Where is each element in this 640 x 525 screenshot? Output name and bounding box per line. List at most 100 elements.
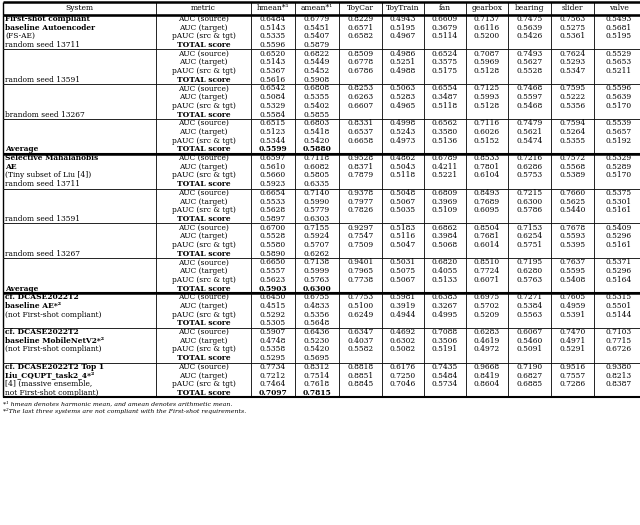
Text: 0.7547: 0.7547 (348, 233, 374, 240)
Text: 0.5460: 0.5460 (516, 337, 543, 345)
Text: 0.4998: 0.4998 (390, 119, 416, 127)
Text: 0.5501: 0.5501 (605, 302, 632, 310)
Text: 0.5243: 0.5243 (390, 128, 416, 136)
Text: gearbox: gearbox (472, 4, 502, 12)
Text: 0.5657: 0.5657 (605, 128, 632, 136)
Text: AUC (source): AUC (source) (178, 224, 229, 232)
Text: AUC (target): AUC (target) (179, 197, 228, 206)
Text: pAUC (src & tgt): pAUC (src & tgt) (172, 345, 236, 353)
Text: 0.7514: 0.7514 (304, 372, 330, 380)
Text: 0.5763: 0.5763 (304, 276, 330, 284)
Text: 0.5923: 0.5923 (260, 180, 286, 188)
Text: 0.6607: 0.6607 (348, 102, 374, 110)
Text: 0.5143: 0.5143 (260, 24, 286, 32)
Text: 0.5123: 0.5123 (260, 128, 286, 136)
Text: 0.5295: 0.5295 (260, 354, 286, 362)
Text: 0.5648: 0.5648 (304, 319, 330, 328)
Text: metric: metric (191, 4, 216, 12)
Text: 0.6597: 0.6597 (260, 154, 286, 162)
Text: AUC (source): AUC (source) (178, 363, 229, 371)
Text: 0.6383: 0.6383 (432, 293, 458, 301)
Text: AUC (source): AUC (source) (178, 15, 229, 23)
Text: 0.5315: 0.5315 (605, 293, 632, 301)
Text: 0.5702: 0.5702 (474, 302, 500, 310)
Text: 0.5183: 0.5183 (390, 224, 416, 232)
Text: AUC (source): AUC (source) (178, 328, 229, 336)
Text: TOTAL score: TOTAL score (177, 354, 230, 362)
Text: 0.4944: 0.4944 (390, 311, 416, 319)
Text: 0.6450: 0.6450 (260, 293, 286, 301)
Text: 0.8331: 0.8331 (348, 119, 374, 127)
Text: 0.5474: 0.5474 (516, 136, 543, 145)
Text: 0.7660: 0.7660 (559, 189, 586, 197)
Text: hmean*¹: hmean*¹ (257, 4, 289, 12)
Text: 0.7116: 0.7116 (474, 119, 500, 127)
Text: 0.5191: 0.5191 (432, 345, 458, 353)
Text: 0.5084: 0.5084 (260, 93, 286, 101)
Text: 0.7572: 0.7572 (559, 154, 586, 162)
Text: TOTAL score: TOTAL score (177, 285, 230, 292)
Text: 0.7826: 0.7826 (348, 206, 374, 214)
Text: not First-shot compliant): not First-shot compliant) (5, 389, 99, 397)
Text: 0.5200: 0.5200 (474, 32, 500, 40)
Text: 0.5133: 0.5133 (432, 276, 458, 284)
Text: 0.4055: 0.4055 (432, 267, 458, 275)
Text: 0.5660: 0.5660 (260, 172, 286, 180)
Text: 0.5610: 0.5610 (260, 163, 286, 171)
Text: AUC (target): AUC (target) (179, 337, 228, 345)
Text: AUC (target): AUC (target) (179, 233, 228, 240)
Text: 0.5763: 0.5763 (516, 276, 543, 284)
Text: 0.3506: 0.3506 (432, 337, 458, 345)
Text: 0.5170: 0.5170 (605, 172, 632, 180)
Text: 0.5563: 0.5563 (516, 311, 543, 319)
Text: 0.8253: 0.8253 (348, 85, 374, 92)
Text: 0.5329: 0.5329 (260, 102, 286, 110)
Text: pAUC (src & tgt): pAUC (src & tgt) (172, 311, 236, 319)
Text: 0.5289: 0.5289 (605, 163, 632, 171)
Text: 0.9378: 0.9378 (348, 189, 374, 197)
Text: 0.5890: 0.5890 (260, 250, 286, 258)
Text: 0.8213: 0.8213 (605, 372, 632, 380)
Text: 0.5144: 0.5144 (605, 311, 632, 319)
Text: 0.3575: 0.3575 (432, 58, 458, 66)
Text: pAUC (src & tgt): pAUC (src & tgt) (172, 102, 236, 110)
Text: 0.5993: 0.5993 (474, 93, 500, 101)
Text: pAUC (src & tgt): pAUC (src & tgt) (172, 276, 236, 284)
Text: 0.3679: 0.3679 (432, 24, 458, 32)
Text: cf. DCASE2022T2 Top 1: cf. DCASE2022T2 Top 1 (5, 363, 104, 371)
Text: 0.5152: 0.5152 (474, 136, 500, 145)
Text: AUC (target): AUC (target) (179, 302, 228, 310)
Text: 0.5981: 0.5981 (390, 293, 416, 301)
Text: 0.3984: 0.3984 (432, 233, 458, 240)
Text: 0.7678: 0.7678 (559, 224, 586, 232)
Text: 0.5420: 0.5420 (304, 345, 330, 353)
Text: 0.5402: 0.5402 (304, 102, 330, 110)
Text: AUC (target): AUC (target) (179, 163, 228, 171)
Text: AUC (target): AUC (target) (179, 58, 228, 66)
Text: 0.5192: 0.5192 (605, 136, 632, 145)
Text: 0.6303: 0.6303 (304, 215, 330, 223)
Text: 0.4971: 0.4971 (559, 337, 586, 345)
Text: 0.8371: 0.8371 (348, 163, 374, 171)
Text: 0.5384: 0.5384 (516, 302, 543, 310)
Text: 0.5371: 0.5371 (605, 258, 632, 267)
Text: 0.5128: 0.5128 (474, 102, 500, 110)
Text: pAUC (src & tgt): pAUC (src & tgt) (172, 380, 236, 388)
Text: 0.5584: 0.5584 (260, 111, 286, 119)
Text: (not First-shot compliant): (not First-shot compliant) (5, 345, 102, 353)
Text: 0.6300: 0.6300 (516, 197, 543, 206)
Text: 0.3267: 0.3267 (432, 302, 458, 310)
Text: 0.5068: 0.5068 (432, 241, 458, 249)
Text: 0.7879: 0.7879 (348, 172, 374, 180)
Text: 0.7563: 0.7563 (559, 15, 586, 23)
Text: System: System (65, 4, 93, 12)
Text: 0.6778: 0.6778 (348, 58, 374, 66)
Text: (Tiny subset of Liu [4]): (Tiny subset of Liu [4]) (5, 172, 92, 180)
Text: TOTAL score: TOTAL score (177, 41, 230, 49)
Text: 0.6254: 0.6254 (516, 233, 543, 240)
Text: 0.5599: 0.5599 (259, 145, 287, 153)
Text: 0.4515: 0.4515 (260, 302, 286, 310)
Text: TOTAL score: TOTAL score (177, 180, 230, 188)
Text: 0.5344: 0.5344 (260, 136, 286, 145)
Text: Average: Average (5, 285, 38, 292)
